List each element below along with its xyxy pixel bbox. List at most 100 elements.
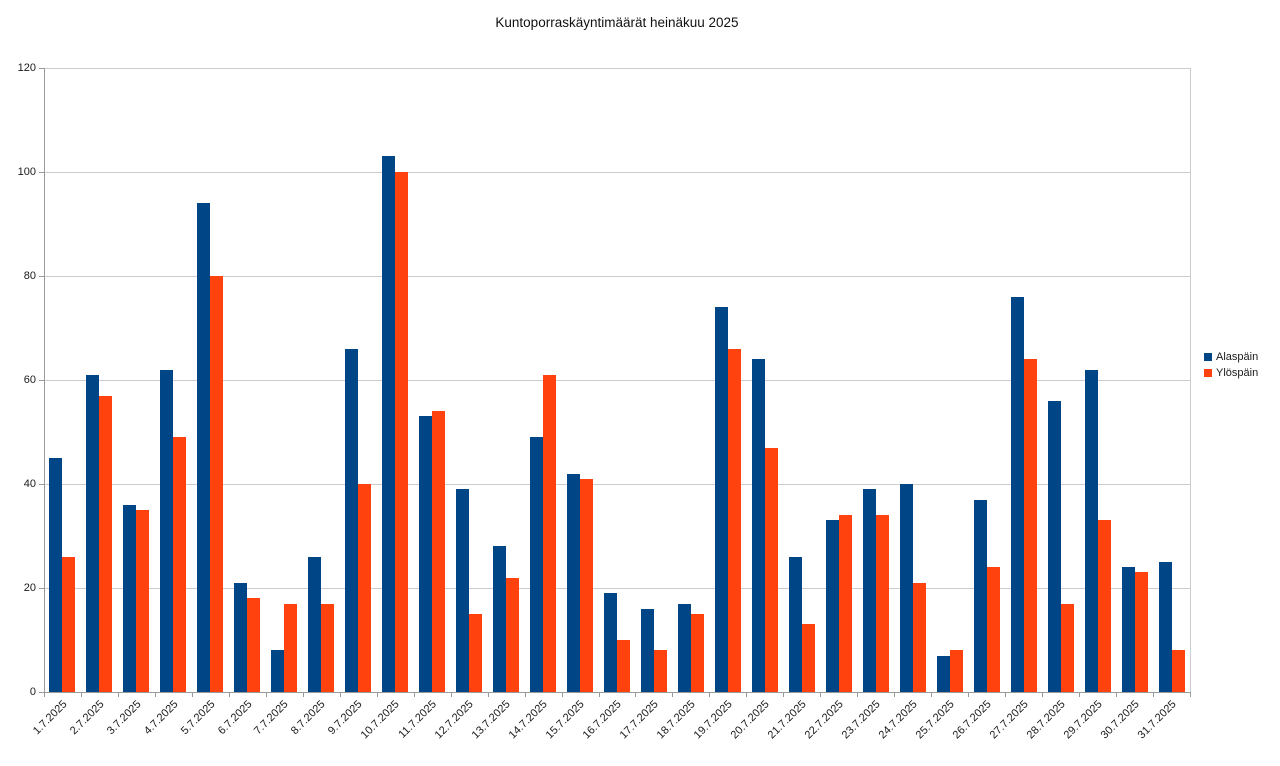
- bar-alaspain-17.7.2025: [640, 608, 654, 692]
- bar-alaspain-22.7.2025: [825, 520, 839, 692]
- bar-alaspain-30.7.2025: [1121, 567, 1135, 692]
- y-tick-120: [39, 67, 44, 69]
- chart-title: Kuntoporraskäyntimäärät heinäkuu 2025: [495, 15, 739, 30]
- x-axis-label: 13.7.2025: [469, 698, 513, 742]
- x-axis-label: 3.7.2025: [104, 698, 144, 738]
- bar-alaspain-18.7.2025: [677, 603, 691, 692]
- x-tick: [450, 692, 452, 697]
- plot-right-border: [1190, 68, 1191, 692]
- legend-swatch-alaspain: [1204, 353, 1212, 361]
- x-axis-label: 25.7.2025: [913, 698, 957, 742]
- x-axis-label: 24.7.2025: [876, 698, 920, 742]
- x-tick: [1116, 692, 1118, 697]
- bar-ylospain-15.7.2025: [580, 478, 594, 692]
- bar-alaspain-2.7.2025: [86, 374, 100, 692]
- x-tick: [894, 692, 896, 697]
- x-axis-label: 12.7.2025: [432, 698, 476, 742]
- bar-ylospain-13.7.2025: [506, 577, 520, 692]
- x-tick: [191, 692, 193, 697]
- x-tick: [820, 692, 822, 697]
- bar-alaspain-10.7.2025: [382, 156, 396, 692]
- bar-ylospain-25.7.2025: [949, 650, 963, 692]
- x-axis-label: 30.7.2025: [1098, 698, 1142, 742]
- y-tick-0: [39, 691, 44, 693]
- bar-alaspain-6.7.2025: [234, 582, 248, 692]
- bar-ylospain-29.7.2025: [1097, 520, 1111, 692]
- bar-alaspain-7.7.2025: [271, 650, 285, 692]
- legend-item-ylospain: Ylöspäin: [1204, 367, 1258, 379]
- gridline-y-20: [44, 587, 1190, 589]
- bar-alaspain-1.7.2025: [49, 458, 63, 692]
- x-tick: [265, 692, 267, 697]
- bar-alaspain-26.7.2025: [973, 499, 987, 692]
- bar-ylospain-28.7.2025: [1060, 603, 1074, 692]
- x-tick: [1005, 692, 1007, 697]
- bar-alaspain-24.7.2025: [899, 484, 913, 692]
- bar-alaspain-20.7.2025: [751, 359, 765, 692]
- x-axis-label: 21.7.2025: [765, 698, 809, 742]
- x-tick: [1079, 692, 1081, 697]
- x-tick: [376, 692, 378, 697]
- y-axis-label: 60: [23, 374, 36, 386]
- x-axis-label: 11.7.2025: [396, 698, 439, 741]
- bar-ylospain-6.7.2025: [247, 598, 261, 692]
- x-axis-label: 10.7.2025: [358, 698, 402, 742]
- x-tick: [1042, 692, 1044, 697]
- gridline-y-80: [44, 275, 1190, 277]
- x-axis-label: 14.7.2025: [506, 698, 550, 742]
- y-tick-20: [39, 587, 44, 589]
- y-tick-40: [39, 483, 44, 485]
- x-tick: [635, 692, 637, 697]
- x-tick: [561, 692, 563, 697]
- legend-swatch-ylospain: [1204, 369, 1212, 377]
- bar-alaspain-5.7.2025: [197, 203, 211, 692]
- x-tick: [524, 692, 526, 697]
- y-axis-label: 20: [23, 582, 36, 594]
- bar-ylospain-16.7.2025: [617, 640, 630, 692]
- bar-ylospain-30.7.2025: [1134, 572, 1148, 692]
- legend-item-alaspain: Alaspäin: [1204, 351, 1258, 363]
- gridline-y-100: [44, 171, 1190, 173]
- x-tick: [44, 692, 45, 697]
- bar-alaspain-28.7.2025: [1047, 400, 1061, 692]
- x-axis-label: 18.7.2025: [654, 698, 698, 742]
- bar-ylospain-19.7.2025: [727, 348, 741, 692]
- x-axis-label: 15.7.2025: [543, 698, 587, 742]
- x-tick: [302, 692, 304, 697]
- bar-alaspain-12.7.2025: [456, 489, 470, 692]
- bar-alaspain-4.7.2025: [160, 369, 174, 692]
- bar-ylospain-2.7.2025: [99, 395, 113, 692]
- bar-ylospain-1.7.2025: [62, 556, 76, 692]
- x-axis-label: 17.7.2025: [617, 698, 661, 742]
- bar-alaspain-29.7.2025: [1084, 369, 1098, 692]
- bar-ylospain-26.7.2025: [986, 567, 1000, 692]
- x-axis-label: 2.7.2025: [67, 698, 107, 738]
- bar-ylospain-24.7.2025: [912, 582, 926, 692]
- x-tick: [413, 692, 415, 697]
- legend: Alaspäin Ylöspäin: [1204, 351, 1258, 383]
- gridline-y-60: [44, 379, 1190, 381]
- bar-alaspain-25.7.2025: [936, 655, 950, 692]
- bar-alaspain-21.7.2025: [788, 556, 802, 692]
- x-tick: [857, 692, 859, 697]
- y-axis-label: 120: [17, 62, 36, 74]
- x-tick: [746, 692, 748, 697]
- x-tick: [783, 692, 785, 697]
- bar-alaspain-23.7.2025: [862, 489, 876, 692]
- bar-alaspain-31.7.2025: [1158, 562, 1172, 692]
- x-axis-label: 28.7.2025: [1024, 698, 1068, 742]
- x-tick: [1153, 692, 1155, 697]
- x-axis-label: 1.7.2025: [30, 698, 70, 738]
- x-tick: [672, 692, 674, 697]
- bar-ylospain-7.7.2025: [284, 603, 298, 692]
- x-axis-label: 19.7.2025: [691, 698, 735, 742]
- x-axis-label: 26.7.2025: [950, 698, 994, 742]
- gridline-y-40: [44, 483, 1190, 485]
- legend-label-alaspain: Alaspäin: [1216, 351, 1259, 363]
- y-axis-line: [44, 68, 45, 692]
- x-axis-line: [44, 691, 1191, 693]
- x-tick: [154, 692, 156, 697]
- x-axis-label: 20.7.2025: [728, 698, 772, 742]
- x-tick: [339, 692, 341, 697]
